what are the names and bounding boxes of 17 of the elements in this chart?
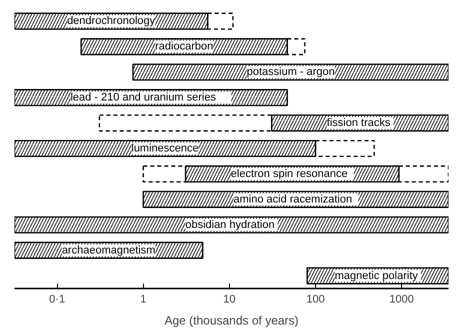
- y-tick-label: radiocarbon: [155, 40, 214, 53]
- y-tick-label: amino acid racemization: [234, 193, 352, 206]
- x-axis-title: Age (thousands of years): [164, 314, 299, 328]
- y-tick-label: potassium - argon: [246, 66, 335, 78]
- x-tick-label: 10: [223, 294, 236, 306]
- y-tick-label: electron spin resonance: [230, 168, 348, 180]
- y-tick-label: luminescence: [131, 142, 199, 154]
- x-tick-label: 1: [140, 294, 146, 306]
- y-tick-label: archaeomagnetism: [62, 244, 156, 256]
- x-tick-label: 100: [306, 294, 325, 306]
- y-tick-label: obsidian hydration: [185, 218, 275, 231]
- y-tick-label: lead - 210 and uranium series: [70, 92, 217, 104]
- y-tick-label: magnetic polarity: [334, 270, 418, 282]
- x-tick-label: 0·1: [49, 294, 66, 306]
- y-tick-label: dendrochronology: [67, 15, 156, 28]
- y-tick-label: fission tracks: [326, 117, 391, 130]
- x-tick-label: 1000: [389, 294, 414, 306]
